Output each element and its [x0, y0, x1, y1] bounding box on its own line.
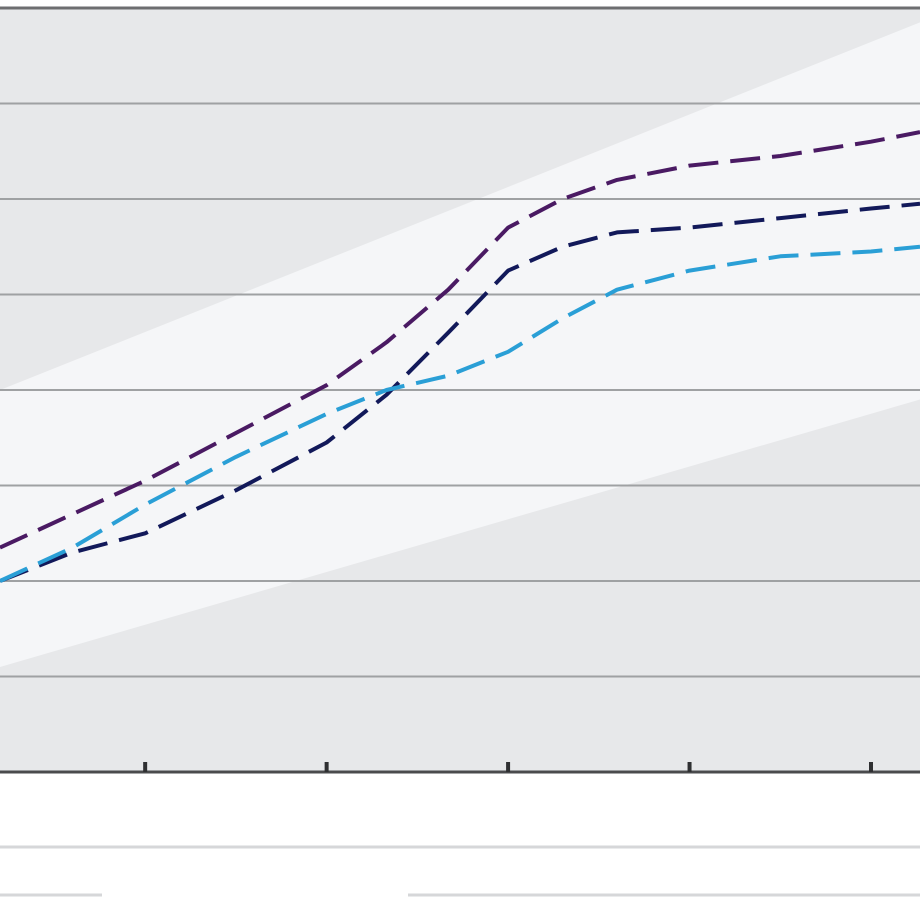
footer-area — [0, 845, 920, 897]
diagonal-band — [0, 22, 920, 667]
x-axis — [0, 762, 920, 774]
series-line-1 — [0, 130, 920, 550]
series-line-2 — [0, 201, 920, 583]
highlight-band — [0, 22, 920, 667]
series-lines — [0, 130, 920, 583]
series-line-3 — [0, 244, 920, 583]
